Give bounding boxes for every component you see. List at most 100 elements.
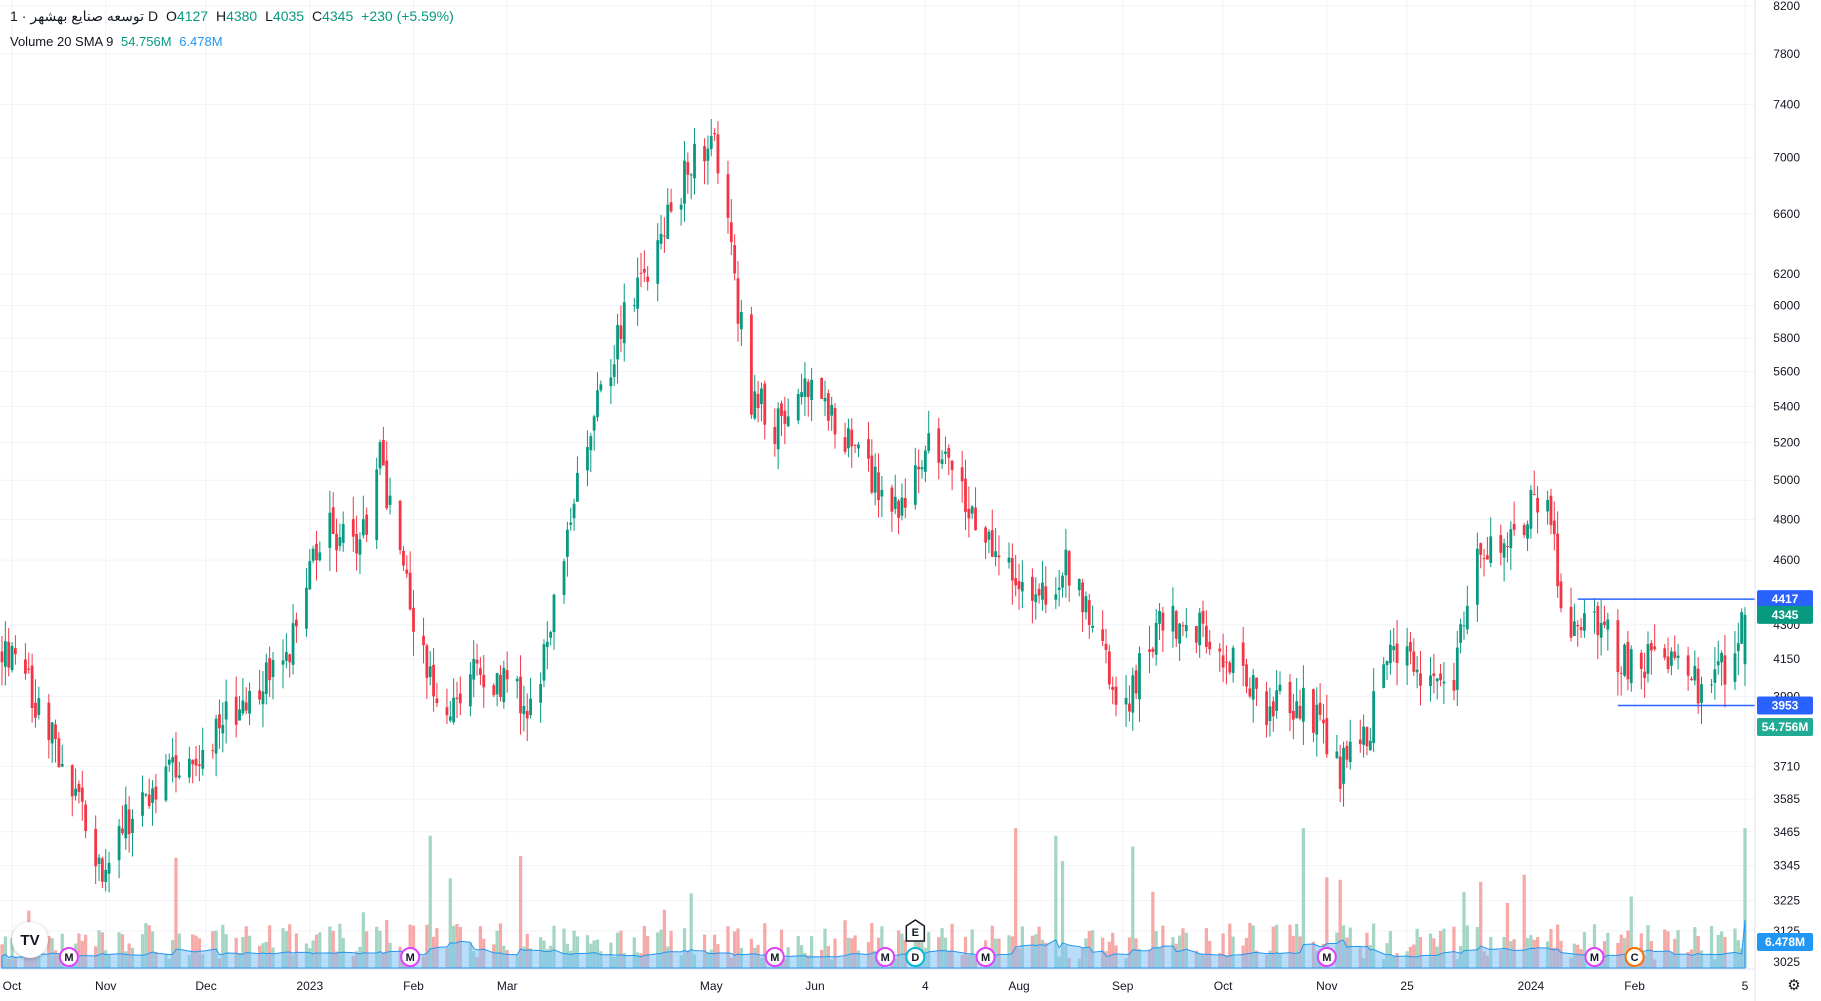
candle-body <box>1452 680 1456 691</box>
candle-body <box>10 645 14 671</box>
volume-bar <box>749 938 754 968</box>
event-marker-m[interactable]: M <box>400 947 421 967</box>
candle-body <box>867 439 870 459</box>
candle-body <box>1743 614 1747 665</box>
svg-text:M: M <box>770 952 779 964</box>
candle-body <box>479 668 482 675</box>
event-marker-m[interactable]: M <box>1584 947 1605 967</box>
volume-bar <box>870 922 874 968</box>
candle-body <box>1358 739 1362 744</box>
candle-body <box>826 393 830 421</box>
price-tick-label: 4600 <box>1773 553 1800 567</box>
volume-indicator-label[interactable]: Volume 20 SMA 9 <box>10 34 114 49</box>
volume-bar <box>47 935 51 968</box>
volume-bar <box>1204 928 1209 968</box>
candle-body <box>107 862 111 874</box>
candle-body <box>1275 690 1279 711</box>
volume-bar <box>1716 935 1720 968</box>
candle-body <box>990 530 994 557</box>
volume-bar <box>1522 874 1526 968</box>
price-tick-label: 3710 <box>1773 759 1800 773</box>
candle-body <box>974 507 977 531</box>
symbol-title[interactable]: توسعه صنایع بهشهر <box>30 8 144 24</box>
volume-bar <box>1465 925 1469 968</box>
price-tick-label: 6000 <box>1773 298 1800 312</box>
candle-body <box>24 659 27 674</box>
candle-body <box>636 277 640 309</box>
candle-body <box>1700 684 1703 703</box>
candle-body <box>1649 643 1653 651</box>
candle-body <box>1529 490 1533 529</box>
candle-body <box>542 644 546 681</box>
volume-bar <box>927 932 931 968</box>
candle-body <box>455 697 459 700</box>
event-markers[interactable]: M M M M D E M M M C <box>58 919 1645 967</box>
candle-body <box>335 533 338 551</box>
volume-bar <box>1452 926 1456 968</box>
candle-body <box>987 531 991 540</box>
candle-body <box>1231 647 1235 673</box>
volume-bar <box>1619 934 1623 968</box>
gear-icon[interactable]: ⚙ <box>1787 977 1801 994</box>
open-value: 4127 <box>176 8 209 24</box>
event-marker-m[interactable]: M <box>58 947 79 967</box>
candle-body <box>950 460 954 470</box>
candle-body <box>586 447 589 471</box>
candle-body <box>810 379 814 400</box>
candle-body <box>1616 620 1620 673</box>
candle-body <box>1465 605 1469 630</box>
candle-body <box>1101 629 1105 641</box>
candle-body <box>151 788 154 803</box>
event-marker-m[interactable]: M <box>975 947 996 967</box>
volume-sma-area <box>1 919 1746 969</box>
volume-bar <box>1556 924 1560 968</box>
low-value: 4035 <box>272 8 305 24</box>
candle-body <box>1245 664 1248 687</box>
price-tick-label: 7400 <box>1773 97 1800 111</box>
volume-bar <box>1127 937 1132 968</box>
volume-bar <box>659 929 663 968</box>
event-marker-m[interactable]: M <box>875 947 896 967</box>
candle-body <box>1455 647 1459 690</box>
volume-bar <box>241 937 245 968</box>
candle-body <box>281 660 285 665</box>
event-marker-m[interactable]: M <box>764 947 785 967</box>
event-marker-c[interactable]: C <box>1624 947 1645 967</box>
price-axis[interactable]: 8200 7800 7400 7000 6600 6200 6000 5800 5600 5400… <box>1773 0 1800 969</box>
volume-bar <box>809 936 814 968</box>
candle-body <box>218 714 221 729</box>
candle-body <box>1419 673 1422 686</box>
volume-legend: Volume 20 SMA 9 54.756M 6.478M <box>10 34 227 49</box>
tradingview-logo-icon[interactable]: TV <box>12 922 48 958</box>
price-candles <box>0 119 1747 893</box>
candle-body <box>84 804 88 832</box>
candle-body <box>1174 611 1178 639</box>
candle-body <box>1626 641 1630 680</box>
time-tick-label: Feb <box>1624 979 1645 993</box>
candle-body <box>1696 668 1700 704</box>
candle-body <box>729 222 733 242</box>
candle-body <box>381 439 385 466</box>
volume-bar <box>331 930 335 968</box>
interval-label[interactable]: 1D <box>10 8 159 24</box>
candle-body <box>1502 543 1506 558</box>
candle-body <box>756 393 760 408</box>
volume-bar <box>615 932 620 968</box>
candle-body <box>458 693 462 704</box>
candle-body <box>1291 710 1295 720</box>
candle-body <box>505 670 509 680</box>
volume-bar <box>1602 941 1607 968</box>
price-levels[interactable] <box>1577 598 1755 707</box>
volume-bar <box>3 936 7 968</box>
volume-bar <box>1325 877 1329 968</box>
event-marker-m[interactable]: M <box>1316 947 1337 967</box>
candle-body <box>786 416 790 427</box>
event-marker-d[interactable]: D <box>905 947 926 967</box>
candle-body <box>693 143 696 179</box>
volume-bar <box>425 924 429 968</box>
volume-bar <box>294 933 299 968</box>
event-marker-e[interactable]: E <box>905 919 926 942</box>
time-axis[interactable]: Oct Nov Dec 2023 Feb Mar May Jun 4 Aug Sep Oct Nov 25… <box>3 979 1749 993</box>
candle-body <box>706 148 710 161</box>
